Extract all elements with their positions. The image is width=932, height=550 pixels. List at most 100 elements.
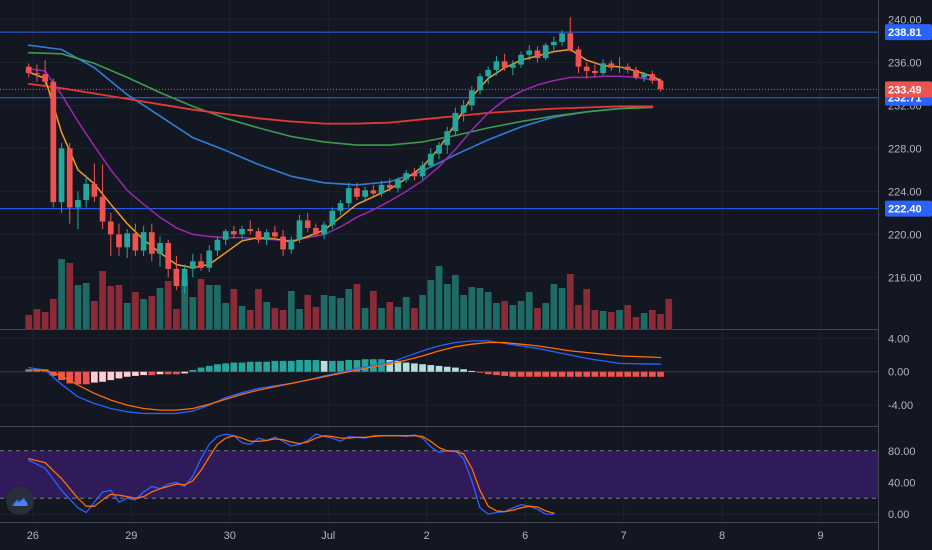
volume-bar [189,297,197,329]
volume-bar [58,259,65,329]
candle-body [386,184,393,189]
macd-histogram-bar [607,371,615,377]
tradingview-logo-icon[interactable] [6,487,34,515]
macd-histogram-bar [550,371,558,377]
axis-tick-label: 216.00 [888,272,922,284]
volume-bar [550,284,558,329]
volume-bar [132,292,139,329]
volume-bar [230,289,238,329]
time-tick-label: 9 [817,530,823,542]
volume-bar [386,302,394,329]
candle-body [58,148,65,203]
macd-pane[interactable] [0,340,878,415]
volume-bar [378,308,385,329]
stochastic-pane[interactable] [0,433,878,515]
macd-histogram-bar [140,371,147,376]
candle-body [624,66,631,70]
volume-bar [616,310,623,329]
volume-bar [115,285,123,329]
macd-histogram-bar [255,361,262,372]
macd-histogram-bar [49,371,57,376]
volume-bar [558,288,566,329]
stochastic-d-line [28,435,555,514]
macd-histogram-bar [394,360,402,372]
candle-body [444,131,451,146]
volume-bar [164,281,172,329]
stochastic-band [0,450,878,499]
volume-bar [107,286,115,329]
volume-bar [542,303,550,329]
volume-bar [599,311,607,329]
price-axis[interactable]: 240.00236.00232.00228.00224.00220.00216.… [879,0,932,550]
macd-histogram-bar [468,370,476,372]
axis-tick-label: 224.00 [888,186,922,198]
candle-body [559,33,565,42]
candle-body [641,74,647,78]
volume-bar [246,310,254,329]
volume-bar [443,284,451,329]
volume-bar [583,289,591,329]
candle-body [83,183,90,200]
candle-body [542,45,549,59]
macd-histogram-bar [591,371,599,377]
candle-body [551,41,557,46]
macd-histogram-bar [107,371,115,381]
candle-body [75,199,81,208]
volume-bar [509,305,517,329]
candle-body [222,231,229,240]
volume-bar [517,301,525,329]
axis-tick-label: 220.00 [888,229,922,241]
volume-bar [575,305,582,329]
price-pane[interactable] [0,17,878,329]
macd-histogram-bar [386,360,394,372]
volume-bar [353,284,361,329]
macd-histogram-bar [460,369,467,372]
volume-bar [484,292,492,329]
macd-histogram-bar [361,359,369,372]
volume-bar [624,305,632,329]
candle-body [173,268,180,286]
price-tag [885,81,932,98]
macd-histogram-bar [214,364,221,372]
time-tick-label: 29 [125,530,137,542]
candle-body [436,145,442,154]
candle-body [649,74,656,81]
ma-blue-line [27,44,654,186]
macd-histogram-bar [156,371,164,375]
macd-histogram-bar [435,365,443,372]
candle-body [592,70,598,74]
volume-bar [222,303,230,329]
time-axis[interactable]: 26 29 30 Jul 2 6 7 8 9 [27,530,824,542]
macd-histogram-bar [320,360,328,372]
volume-bar [279,310,287,329]
volume-bar [370,291,377,329]
candle-body [337,203,344,211]
volume-bar [607,312,615,329]
time-tick-label: Jul [321,530,335,542]
candle-body [419,165,426,177]
volume-bar [361,308,369,329]
volume-bar [345,289,353,329]
candle-body [608,63,615,68]
volume-bar [304,295,312,329]
candle-body [657,80,664,90]
macd-histogram-bar [230,362,238,372]
macd-histogram-bar [296,360,303,372]
candle-body [91,183,98,197]
macd-histogram-bar [91,371,98,383]
volume-bar [452,275,459,329]
candle-body [633,69,639,78]
volume-bar [99,271,106,329]
candle-body [321,224,327,235]
macd-histogram-bar [263,361,271,372]
macd-histogram-bar [632,371,640,377]
volume-bar [640,313,648,329]
macd-histogram-bar [427,365,435,372]
candle-body [124,233,131,248]
volume-bar [140,299,147,329]
time-tick-label: 30 [224,530,236,542]
macd-histogram-bar [616,371,623,377]
macd-histogram-bar [304,360,312,372]
candle-body [452,112,459,132]
